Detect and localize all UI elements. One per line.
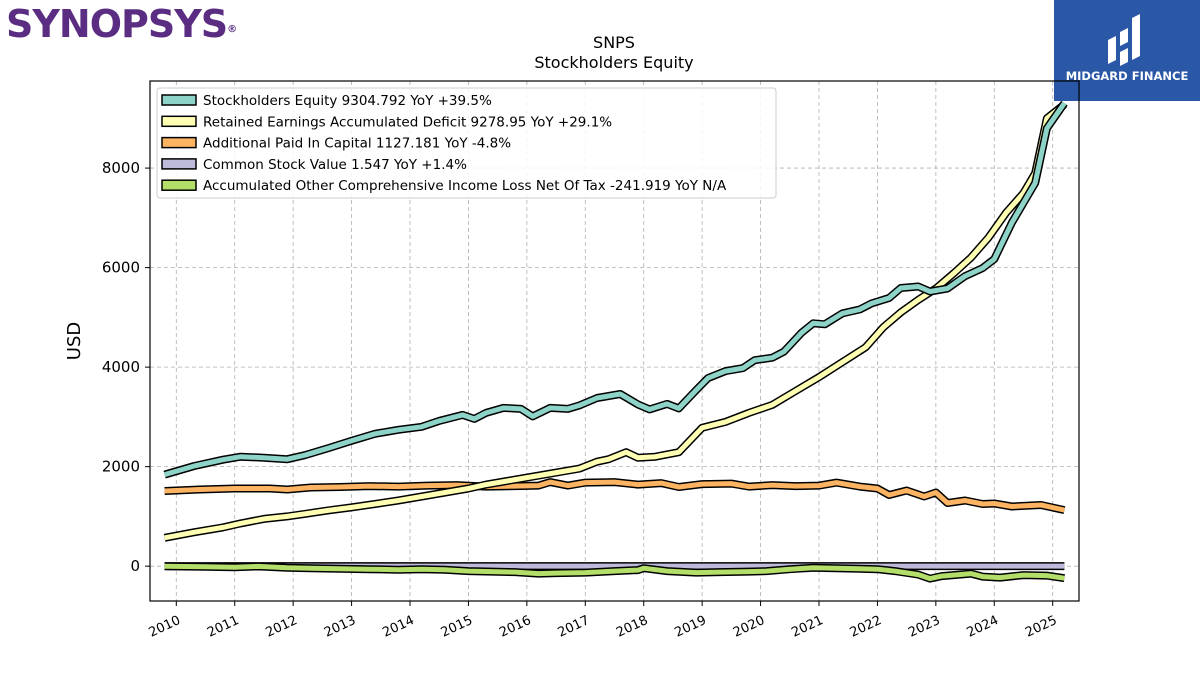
x-tick-label: 2021 (789, 613, 825, 641)
y-tick-label: 8000 (102, 159, 140, 177)
legend: Stockholders Equity 9304.792 YoY +39.5% R… (156, 87, 777, 199)
y-tick-label: 4000 (102, 358, 140, 376)
legend-swatch (161, 115, 197, 128)
legend-entry: Accumulated Other Comprehensive Income L… (203, 178, 727, 194)
x-tick-label: 2016 (497, 613, 533, 641)
x-tick-label: 2010 (147, 613, 183, 641)
x-tick-label: 2019 (672, 613, 708, 641)
y-tick-label: 0 (130, 557, 140, 575)
x-tick-label: 2011 (205, 613, 241, 641)
chart-subtitle: Stockholders Equity (534, 53, 693, 72)
legend-entry: Retained Earnings Accumulated Deficit 92… (203, 114, 612, 130)
legend-swatch (161, 158, 197, 170)
midgard-finance-name: MIDGARD FINANCE (1065, 69, 1189, 83)
legend-swatch (161, 136, 197, 149)
legend-entry: Stockholders Equity 9304.792 YoY +39.5% (203, 93, 492, 109)
legend-entry: Additional Paid In Capital 1127.181 YoY … (203, 136, 511, 152)
series-layer (163, 100, 1068, 583)
x-tick-label: 2018 (614, 613, 650, 641)
x-tick-label: 2014 (380, 613, 416, 641)
series-line-0 (163, 101, 1067, 478)
y-tick-label: 2000 (102, 458, 140, 476)
x-tick-label: 2012 (264, 613, 300, 641)
synopsys-logo-text: SYNOPSYS (6, 2, 228, 46)
x-tick-label: 2015 (439, 613, 475, 641)
x-tick-label: 2020 (731, 613, 767, 641)
legend-box (156, 87, 777, 199)
y-axis-label: USD (64, 322, 85, 360)
series-line-1 (164, 102, 1066, 541)
legend-swatch (161, 94, 197, 106)
x-tick-label: 2024 (965, 613, 1001, 641)
legend-swatch (161, 179, 197, 191)
legend-entry: Common Stock Value 1.547 YoY +1.4% (203, 157, 467, 173)
midgard-logo-icon (1108, 14, 1140, 66)
x-tick-label: 2025 (1023, 613, 1059, 641)
x-tick-label: 2013 (322, 613, 358, 641)
chart-title: SNPS (593, 33, 635, 52)
series-line-2 (164, 479, 1065, 513)
x-tick-label: 2022 (848, 613, 884, 641)
midgard-finance-logo: MIDGARD FINANCE (1054, 0, 1200, 101)
x-tick-label: 2017 (556, 613, 592, 641)
y-tick-label: 6000 (102, 259, 140, 277)
registered-mark: ® (227, 24, 237, 35)
plot-frame (149, 80, 1080, 602)
series-line-4 (164, 563, 1065, 582)
x-tick-label: 2023 (906, 613, 942, 641)
synopsys-logo: SYNOPSYS® (6, 2, 237, 46)
